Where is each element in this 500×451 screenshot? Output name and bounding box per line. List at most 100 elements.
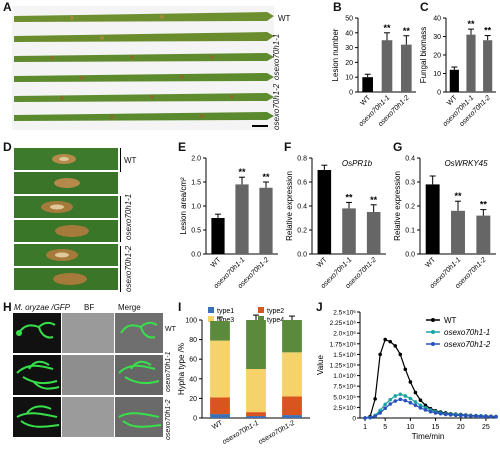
stack-segment — [210, 320, 230, 341]
y-tick-label: 2.25×10⁶ — [330, 320, 357, 327]
micro-g2-merge — [115, 397, 163, 437]
data-point — [469, 414, 473, 418]
data-point — [373, 397, 377, 401]
y-tick-label: 0.4 — [297, 204, 307, 211]
y-tick-label: 7.5×10⁵ — [333, 384, 356, 391]
y-tick-label: 0 — [352, 416, 356, 423]
y-tick-label: 20 — [189, 396, 197, 403]
y-tick-label: 1.25×10⁶ — [330, 363, 357, 370]
data-point — [479, 414, 483, 419]
y-tick-label: 100 — [185, 318, 197, 325]
data-point — [403, 394, 408, 398]
data-point — [458, 413, 463, 418]
panel-label-i: I — [178, 300, 182, 314]
significance-mark: ** — [383, 23, 391, 33]
y-tick-label: 5.0×10⁵ — [333, 394, 356, 401]
y-tick-label: 80 — [189, 337, 197, 344]
bar — [381, 40, 393, 92]
data-point — [378, 411, 382, 415]
y-axis-label: Relative expression — [285, 171, 294, 241]
bar — [317, 170, 332, 254]
stack-segment — [246, 416, 266, 418]
stack-segment — [210, 414, 230, 418]
genotype-label-d-wt: WT — [124, 156, 137, 165]
significance-mark: ** — [484, 26, 492, 36]
chart-f: 0.0 0.2 0.4 0.6 0.8 Relative expression OsPR1b… — [285, 156, 386, 290]
data-point — [363, 416, 367, 420]
y-tick-label: 1.5×10⁶ — [333, 352, 356, 359]
data-point — [408, 396, 413, 401]
y-axis-label: Hypha type /% — [177, 343, 186, 395]
leaf-a-5 — [14, 93, 274, 102]
micro-g1-merge — [115, 355, 163, 395]
data-point — [398, 392, 403, 397]
y-axis-label: Lesion area/cm² — [179, 177, 188, 235]
data-point — [393, 344, 398, 348]
legend-label: osexo70h1-2 — [444, 340, 491, 349]
y-tick-label: 1.0×10⁶ — [333, 373, 356, 380]
stack-segment — [246, 412, 266, 417]
y-tick-label: 50 — [345, 16, 353, 23]
data-point — [393, 394, 398, 398]
genotype-label-a-g1: osexo70h1-1 — [272, 33, 281, 80]
leaf-photo-d — [12, 146, 118, 294]
data-point — [463, 413, 468, 418]
leaf-d-6 — [14, 268, 118, 290]
y-tick-label: 40 — [345, 30, 353, 37]
bar — [235, 184, 249, 254]
panel-label-d: D — [3, 140, 12, 154]
data-point — [388, 339, 393, 344]
bar — [342, 208, 356, 254]
y-tick-label: 0.3 — [405, 180, 415, 187]
hypha-g2-merge — [118, 412, 162, 428]
x-tick-label: WT — [359, 94, 372, 107]
micro-g1-gfp — [13, 355, 61, 395]
legend-label: type1 — [217, 308, 234, 315]
panel-label-a: A — [3, 0, 12, 14]
stack-segment — [246, 369, 266, 413]
panel-label-f: F — [284, 140, 292, 154]
data-point — [418, 398, 423, 402]
panel-label-c: C — [420, 0, 429, 14]
chart-j: 0 2.5×10⁵ 5.0×10⁵ 7.5×10⁵ 1.0×10⁶ 1.25×10⁶ 1.5… — [316, 310, 498, 441]
series-line — [364, 338, 497, 419]
significance-mark: ** — [467, 19, 475, 29]
significance-mark: ** — [345, 192, 353, 202]
y-tick-label: 30 — [345, 45, 353, 52]
stack-segment — [282, 352, 302, 397]
legend-label: type2 — [267, 308, 284, 315]
y-axis-label: Value — [316, 355, 325, 375]
data-point — [474, 414, 478, 419]
y-tick-label: 0 — [349, 90, 353, 97]
data-point — [433, 411, 438, 415]
leaf-photo-a — [12, 6, 274, 130]
panel-label-e: E — [178, 140, 187, 154]
chart-g: 0.0 0.1 0.2 0.3 0.4 Relative expression OsWRKY… — [393, 156, 496, 290]
y-tick-label: 0.2 — [297, 228, 307, 235]
chart-title: OsPR1b — [342, 159, 373, 168]
micro-wt-gfp — [13, 313, 61, 353]
y-tick-label: 10 — [433, 71, 441, 78]
data-point — [423, 408, 428, 412]
y-tick-label: 0.0 — [191, 252, 201, 259]
y-tick-label: 2.5×10⁵ — [333, 405, 356, 412]
x-tick-label: 1 — [363, 424, 367, 431]
bar — [366, 212, 381, 254]
leaf-d-3 — [14, 196, 118, 218]
y-tick-label: 60 — [189, 357, 197, 364]
data-point — [373, 414, 377, 419]
x-tick-label: WT — [210, 256, 223, 269]
bracket-d-wt — [120, 148, 121, 172]
y-tick-label: 0 — [193, 416, 197, 423]
chart-i: 0 20 40 60 80 100 Hypha type /% type1 type2 type3… — [177, 307, 310, 446]
chart-title: OsWRKY45 — [444, 159, 488, 168]
y-tick-label: 0 — [437, 90, 441, 97]
stack-segment — [282, 415, 302, 418]
data-point — [383, 406, 387, 411]
genotype-label-h-g1: osexo70h1-1 — [165, 351, 172, 392]
x-tick-label: osexo70h1-2 — [257, 420, 296, 446]
data-point — [383, 402, 387, 407]
legend-label: type4 — [267, 317, 284, 324]
bracket-d-g1 — [120, 196, 121, 242]
